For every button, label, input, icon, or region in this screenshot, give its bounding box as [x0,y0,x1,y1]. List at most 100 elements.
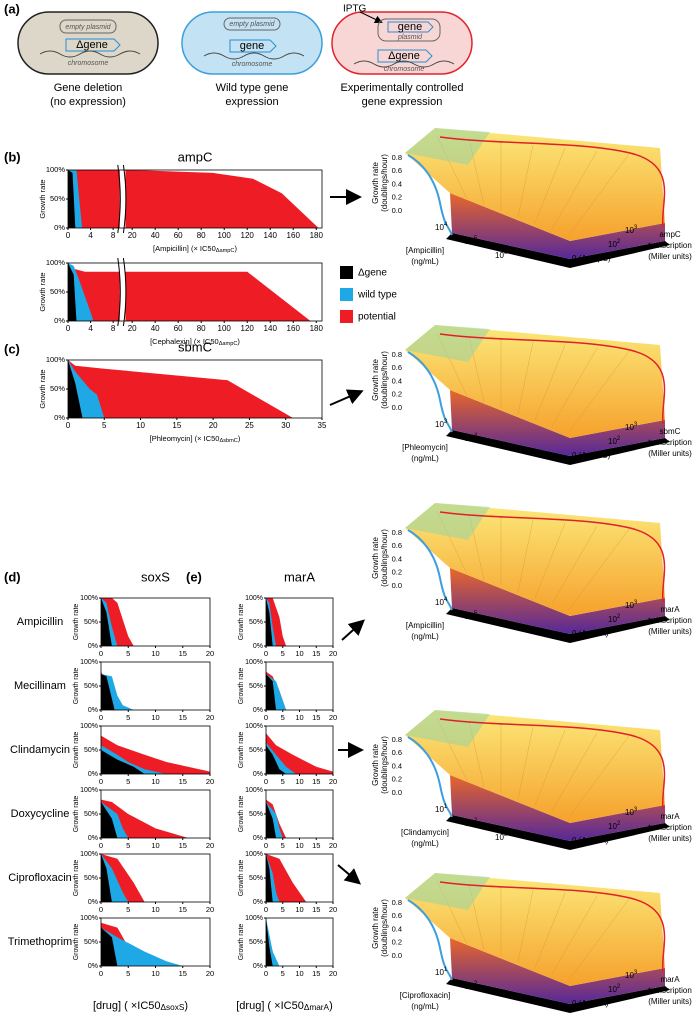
drug-tick-label: 102 [465,818,478,829]
axis-break-line [117,257,121,327]
surface-grid [534,729,566,806]
z-tick-label: 0.8 [392,898,402,907]
cell [331,11,473,75]
x-tick-label: 10 [151,969,159,978]
y-tick-label: 100% [46,355,66,364]
y-axis-label: Growth rate [73,796,80,833]
gene-tick-label: 0 (ΔampC) [572,254,611,263]
y-tick-label: 100% [245,595,263,602]
surface-grid [534,522,566,599]
y-tick-label: 100% [80,659,98,666]
gene-label: marA [660,812,680,821]
surface-grid [568,898,630,981]
drug-tick-label: 104 [435,222,448,233]
x-tick-label: 10 [151,713,159,722]
x-axis-label-end: ) [329,1000,333,1012]
row-label: Ampicillin [17,616,63,628]
x-tick-label: 120 [241,324,255,333]
x-tick-label: 5 [126,649,130,658]
gene-label: marA [660,605,680,614]
z-tick-label: 0.6 [392,166,402,175]
x-tick-label: 20 [206,649,214,658]
drug-tick-label: 102 [465,981,478,992]
gene-tick-label: 0 (ΔmarA) [572,999,609,1008]
x-tick-label: 8 [111,324,116,333]
gene-tick-label: 102 [608,984,621,995]
chromosome [353,60,455,68]
y-tick-label: 50% [249,619,263,626]
z-axis-label: (doublings/hour) [380,899,389,957]
z-tick-label: 0.6 [392,363,402,372]
x-tick-label: 0 [264,649,268,658]
y-tick-label: 0% [88,963,98,970]
x-tick-label: 120 [241,231,255,240]
x-tick-label: 0 [264,969,268,978]
gene-tick-label-exp: 3 [634,225,638,231]
plasmid [223,17,281,31]
surface-grid [568,735,630,818]
chromosome [39,50,141,58]
x-tick-label: 0 [264,905,268,914]
drug-label: [Ciprofloxacin] [400,991,451,1000]
x-axis-label: [Phleomycin] (× IC50ΔsbmC) [150,434,241,445]
drug-tick-label-base: 10 [465,612,474,621]
legend-swatch [340,288,353,301]
y-axis-label: Growth rate [238,668,245,705]
drug-tick-label-base: 10 [465,237,474,246]
y-tick-label: 100% [46,258,66,267]
surface-shade [405,873,490,910]
drug-tick-label-base: 10 [435,598,444,607]
x-tick-label: 20 [206,905,214,914]
x-tick-label: 20 [329,969,337,978]
row-label: Doxycycline [11,808,70,820]
surface-front [450,938,665,1004]
x-tick-label: 10 [151,777,159,786]
z-tick-label: 0.2 [392,775,402,784]
x-tick-label: 20 [329,905,337,914]
arrow [329,389,364,406]
surface-grid [551,732,598,812]
caption: Gene deletion [54,82,123,94]
surface-grid [568,153,630,236]
x-tick-label: 0 [264,777,268,786]
z-tick-label: 0.0 [392,581,402,590]
drug-tick-label-exp: 2 [474,818,478,824]
gene-label: transcription [648,986,692,995]
x-tick-label: 15 [312,777,320,786]
drug-label: [Ampicillin] [406,621,444,630]
x-axis-label-sub: ΔmarA [304,1003,330,1012]
x-tick-label: 40 [151,231,160,240]
drug-tick-label-base: 10 [465,819,474,828]
gene-tick-label: 102 [608,614,621,625]
y-axis-label: Growth rate [238,796,245,833]
y-tick-label: 0% [253,707,263,714]
gene-tick-label-exp: 2 [617,614,621,620]
y-tick-label: 100% [80,915,98,922]
gene-tick-label: 102 [608,821,621,832]
drug-tick-label-base: 10 [465,434,474,443]
gene-tick-label: 103 [625,600,638,611]
floor [446,815,670,850]
chart-title: marA [284,569,315,584]
z-tick-label: 0.8 [392,153,402,162]
drug-label: [Clindamycin] [401,828,449,837]
axis-break-line [122,257,127,327]
area [101,674,115,710]
panel-label: (b) [4,149,21,164]
area [101,854,112,902]
z-axis-label: Growth rate [371,907,380,949]
x-tick-label: 15 [312,649,320,658]
y-tick-label: 100% [245,659,263,666]
x-tick-label: 5 [281,969,285,978]
gene-tick-label-base: 10 [608,240,617,249]
x-tick-label: 10 [295,777,303,786]
x-tick-label: 5 [126,841,130,850]
z-axis-label: (doublings/hour) [380,154,389,212]
x-tick-label: 160 [287,324,301,333]
plasmid-label: empty plasmid [229,21,275,28]
area [266,745,287,774]
plasmid [377,18,441,42]
surface-grid [568,350,630,433]
drug-tick-label: 101 [435,804,448,815]
